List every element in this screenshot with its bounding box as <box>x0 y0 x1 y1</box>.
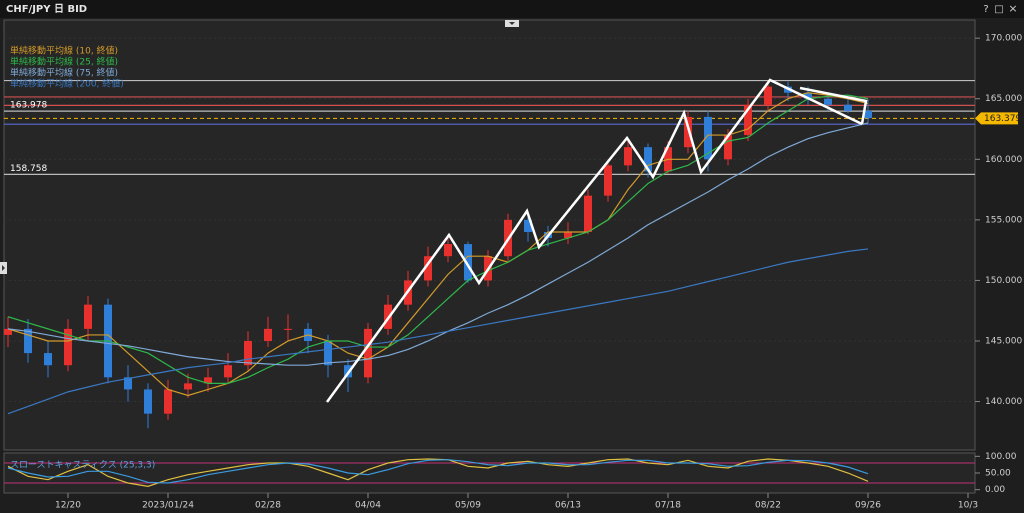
y-tick-label: 165.000 <box>985 94 1022 104</box>
y-tick-label: 150.000 <box>985 276 1022 286</box>
candle-body <box>64 328 72 366</box>
stoch-line <box>7 458 869 487</box>
candle-body <box>644 147 652 172</box>
x-tick-label: 12/20 <box>55 501 81 511</box>
plot-layer: 140.000 145.000 150.000 155.000 160.000 165.0… <box>4 34 1022 511</box>
candle-body <box>844 104 852 111</box>
x-tick-label: 10/3 <box>958 501 978 511</box>
level-label: 163.978 <box>10 101 47 111</box>
candle-body <box>364 328 372 378</box>
candle-body <box>724 135 732 160</box>
candle-body <box>224 365 232 378</box>
stoch-tick-label: 50.00 <box>985 469 1011 479</box>
candle-body <box>604 165 612 196</box>
candle-body <box>464 244 472 281</box>
candle-body <box>564 231 572 239</box>
x-tick-label: 2023/01/24 <box>142 501 194 511</box>
candle-body <box>144 389 152 414</box>
candle-body <box>764 86 772 105</box>
price-panel <box>3 19 976 451</box>
legend-entry: 単純移動平均線 (25, 終値) <box>10 56 118 68</box>
candle-body <box>264 328 272 341</box>
candle-body <box>324 340 332 366</box>
candle-body <box>804 92 812 99</box>
candle-body <box>44 353 52 366</box>
level-label: 158.758 <box>10 164 47 174</box>
x-tick-label: 08/22 <box>755 501 781 511</box>
stoch-line <box>7 459 869 484</box>
x-tick-label: 06/13 <box>555 501 581 511</box>
candle-body <box>824 98 832 105</box>
y-tick-label: 160.000 <box>985 155 1022 165</box>
stoch-tick-label: 100.00 <box>985 452 1017 462</box>
candle-body <box>444 244 452 257</box>
candle-body <box>524 219 532 232</box>
x-tick-label: 05/09 <box>455 501 481 511</box>
title-bar <box>0 0 1024 18</box>
moving-average-line <box>7 248 869 415</box>
candle-body <box>244 340 252 366</box>
help-button[interactable]: ? <box>983 4 988 15</box>
x-tick-label: 04/04 <box>355 501 381 511</box>
price-tag <box>975 112 1018 125</box>
legend-entry: 単純移動平均線 (10, 終値) <box>10 45 118 57</box>
y-tick-label: 140.000 <box>985 397 1022 407</box>
candle-body <box>744 104 752 136</box>
legend-entry: 単純移動平均線 (200, 終値) <box>10 78 124 90</box>
legend-entry: 単純移動平均線 (75, 終値) <box>10 67 118 79</box>
y-tick-label: 170.000 <box>985 34 1022 44</box>
candle-body <box>624 147 632 166</box>
candle-body <box>184 383 192 390</box>
close-button[interactable]: × <box>1008 2 1017 15</box>
price-tag-label: 163.379 <box>984 114 1021 124</box>
chart-title: CHF/JPY 日 BID <box>6 3 87 15</box>
stochastic-panel <box>3 452 976 494</box>
x-tick-label: 09/26 <box>855 501 881 511</box>
candle-body <box>124 377 132 390</box>
y-tick-label: 145.000 <box>985 336 1022 346</box>
candle-body <box>864 110 872 119</box>
candle-body <box>164 389 172 414</box>
trend-annotation <box>325 78 863 403</box>
candle-body <box>424 256 432 281</box>
candle-body <box>284 328 292 330</box>
triangle-annotation <box>799 86 868 125</box>
x-tick-label: 07/18 <box>655 501 681 511</box>
collapse-icon <box>509 22 515 25</box>
maximize-button[interactable]: □ <box>994 4 1003 15</box>
candle-body <box>704 116 712 160</box>
x-tick-label: 02/28 <box>255 501 281 511</box>
candle-body <box>584 195 592 232</box>
stoch-tick-label: 0.00 <box>985 485 1005 495</box>
candle-body <box>24 328 32 354</box>
candle-body <box>84 304 92 329</box>
moving-average-line <box>7 122 869 366</box>
candle-body <box>4 328 12 335</box>
stoch-title: スローストキャスティクス (25,3,3) <box>10 460 155 471</box>
candle-body <box>684 116 692 148</box>
y-tick-label: 155.000 <box>985 215 1022 225</box>
moving-average-line <box>7 94 869 384</box>
side-icon <box>2 265 5 271</box>
candle-body <box>204 377 212 384</box>
